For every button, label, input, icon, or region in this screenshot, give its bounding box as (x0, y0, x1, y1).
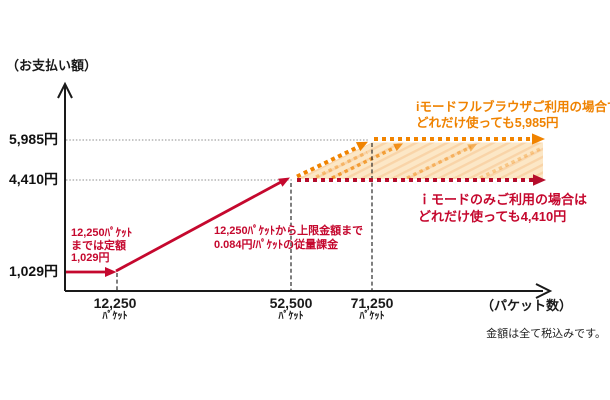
faint-diagonal-arrowhead (393, 143, 403, 152)
capped-usage-region (297, 142, 543, 179)
metered-rate-note: 12,250ﾊﾟｹｯﾄから上限金額まで 0.084円/ﾊﾟｹｯﾄの従量課金 (214, 224, 363, 252)
imode-cap-line (297, 174, 546, 186)
full-browser-line (296, 133, 545, 179)
x-axis (65, 283, 553, 299)
full-browser-cap-line2: どれだけ使っても5,985円 (416, 115, 559, 130)
x-tick-71250-unit: ﾊﾟｹｯﾄ (359, 311, 385, 322)
flat-rate-note-line2: までは定額 (71, 239, 126, 252)
x-tick-71250-value: 71,250 (350, 295, 394, 311)
flat-rate-note-line1: 12,250ﾊﾟｹｯﾄ (71, 227, 133, 239)
y-tick-5985: 5,985円 (8, 131, 58, 147)
faint-diagonal-arrowhead-2 (467, 144, 477, 152)
imode-cap-line2: どれだけ使っても4,410円 (418, 208, 567, 224)
faint-usage-diagonals (315, 145, 541, 180)
x-tick-71250: 71,250 ﾊﾟｹｯﾄ (327, 295, 417, 322)
flat-rate-note: 12,250ﾊﾟｹｯﾄ までは定額 1,029円 (71, 227, 132, 265)
metered-rate-note-line1: 12,250ﾊﾟｹｯﾄから上限金額まで (214, 225, 364, 237)
full-browser-cap-note: iモードフルブラウザご利用の場合でも どれだけ使っても5,985円 (416, 100, 610, 131)
tax-footnote: 金額は全て税込みです。 (486, 328, 606, 340)
x-tick-12250-unit: ﾊﾟｹｯﾄ (102, 311, 128, 322)
x-tick-52500-value: 52,500 (269, 295, 313, 311)
y-axis-title: （お支払い額） (6, 58, 98, 73)
flat-rate-note-line3: 1,029円 (71, 252, 110, 264)
imode-cap-note: ｉモードのみご利用の場合は どれだけ使っても4,410円 (418, 192, 587, 225)
metered-rate-note-line2: 0.084円/ﾊﾟｹｯﾄの従量課金 (214, 239, 339, 251)
y-tick-1029: 1,029円 (8, 263, 58, 279)
x-axis-title: （パケット数） (481, 298, 573, 313)
x-tick-52500: 52,500 ﾊﾟｹｯﾄ (246, 295, 336, 322)
imode-price-line (65, 177, 290, 277)
imode-cap-line1: ｉモードのみご利用の場合は (418, 192, 588, 207)
y-axis (57, 81, 73, 291)
full-browser-cap-line1: iモードフルブラウザご利用の場合でも (416, 100, 610, 114)
x-tick-12250-value: 12,250 (93, 295, 137, 311)
x-tick-12250: 12,250 ﾊﾟｹｯﾄ (70, 295, 160, 322)
x-tick-52500-unit: ﾊﾟｹｯﾄ (278, 311, 304, 322)
reference-lines (66, 139, 369, 181)
y-tick-4410: 4,410円 (8, 171, 58, 187)
vertical-guides (116, 143, 373, 291)
